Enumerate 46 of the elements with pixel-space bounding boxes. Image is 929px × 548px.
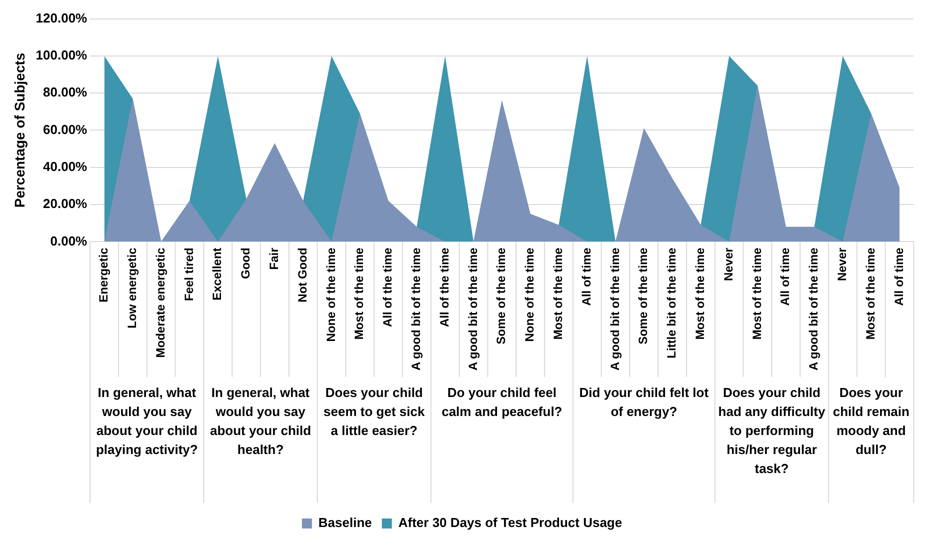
x-tick-label: Most of the time	[352, 247, 366, 340]
x-tick-label: All of time	[892, 247, 906, 306]
text: Do your child feel calm and peaceful?	[442, 385, 562, 420]
y-tick-label: 0.00%	[50, 233, 88, 248]
x-tick-label: Feel tired	[182, 248, 196, 302]
x-tick-label: All of the time	[437, 247, 452, 328]
legend-label: After 30 Days of Test Product Usage	[398, 515, 622, 530]
x-tick-label: Good	[238, 248, 253, 280]
x-tick-label: All of time	[579, 247, 594, 306]
x-tick-label: Excellent	[210, 248, 224, 300]
y-tick-label: 40.00%	[43, 158, 88, 174]
text: In general, what would you say about your child playing activity?	[96, 385, 198, 458]
text: Did your child felt lot of energy?	[579, 385, 710, 420]
x-tick-label: Fair	[267, 247, 282, 270]
y-tick-label: 20.00%	[43, 196, 88, 212]
x-tick-label: None of the time	[522, 247, 537, 342]
x-tick-label: Most of the time	[551, 247, 566, 340]
x-tick-label: A good bit of the time	[608, 247, 622, 371]
x-tick-label: Not Good	[295, 248, 310, 302]
x-tick-label: A good bit of the time	[409, 247, 424, 371]
text: Does your child seem to get sick a little easier?	[324, 385, 426, 438]
text: Does your child remain moody and dull?	[832, 385, 910, 458]
x-tick-label: Energetic	[96, 247, 111, 302]
x-tick-label: Some of the time	[494, 247, 508, 344]
x-tick-label: All of the time	[380, 247, 395, 328]
x-tick-label: Most of the time	[693, 247, 708, 340]
x-tick-label: Most of the time	[863, 247, 878, 340]
x-tick-label: None of the time	[324, 247, 338, 342]
y-tick-label: 80.00%	[43, 84, 88, 100]
x-tick-label: Little bit of the time	[664, 247, 679, 358]
x-tick-label: Never	[835, 247, 850, 282]
x-tick-label: Moderate energetic	[153, 247, 168, 358]
x-tick-label: A good bit of the time	[466, 247, 480, 371]
y-tick-label: 120.00%	[36, 10, 88, 26]
text: In general, what would you say about your child health?	[210, 385, 312, 458]
x-tick-label: All of time	[778, 247, 792, 306]
y-tick-label: 60.00%	[43, 122, 88, 137]
x-tick-label: Low energetic	[125, 247, 140, 328]
x-tick-label: Some of the time	[636, 247, 650, 344]
text: Does your child had any difficulty to performing his/her regular task?	[718, 385, 826, 476]
y-tick-label: 100.00%	[36, 48, 88, 63]
x-tick-label: Most of the time	[750, 247, 764, 340]
y-axis-title: Percentage of Subjects	[11, 52, 28, 208]
x-tick-label: Never	[721, 247, 736, 282]
legend-label: Baseline	[318, 515, 372, 530]
x-tick-label: A good bit of the time	[806, 247, 821, 371]
